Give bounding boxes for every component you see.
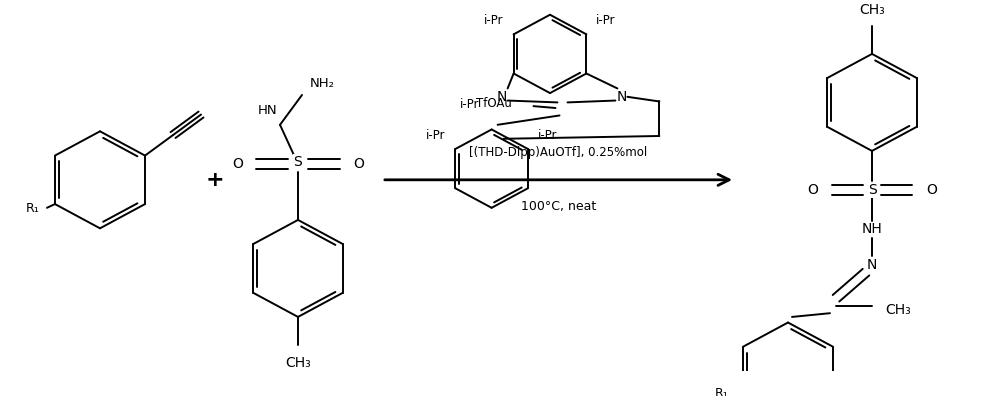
Text: O: O bbox=[926, 183, 937, 197]
Text: CH₃: CH₃ bbox=[885, 303, 911, 318]
Text: i-Pr: i-Pr bbox=[426, 129, 445, 142]
Text: TfOAu: TfOAu bbox=[476, 97, 512, 110]
Text: R₁: R₁ bbox=[715, 387, 729, 396]
Text: HN: HN bbox=[257, 104, 277, 117]
Text: N: N bbox=[496, 90, 507, 104]
Text: i-Pr: i-Pr bbox=[460, 98, 480, 111]
Text: O: O bbox=[807, 183, 818, 197]
Text: N: N bbox=[867, 258, 877, 272]
Text: O: O bbox=[232, 157, 243, 171]
Text: S: S bbox=[868, 183, 876, 197]
Text: 100°C, neat: 100°C, neat bbox=[521, 200, 596, 213]
Text: NH₂: NH₂ bbox=[310, 77, 335, 90]
Text: i-Pr: i-Pr bbox=[484, 14, 504, 27]
Text: CH₃: CH₃ bbox=[859, 3, 885, 17]
Text: S: S bbox=[294, 155, 302, 169]
Text: CH₃: CH₃ bbox=[285, 356, 311, 370]
Text: [(THD-Dipp)AuOTf], 0.25%mol: [(THD-Dipp)AuOTf], 0.25%mol bbox=[469, 146, 648, 159]
Text: O: O bbox=[353, 157, 364, 171]
Text: +: + bbox=[206, 170, 224, 190]
Text: N: N bbox=[616, 90, 627, 104]
Text: NH: NH bbox=[862, 222, 882, 236]
Text: R₁: R₁ bbox=[26, 202, 40, 215]
Text: i-Pr: i-Pr bbox=[596, 14, 616, 27]
Text: i-Pr: i-Pr bbox=[538, 129, 558, 142]
